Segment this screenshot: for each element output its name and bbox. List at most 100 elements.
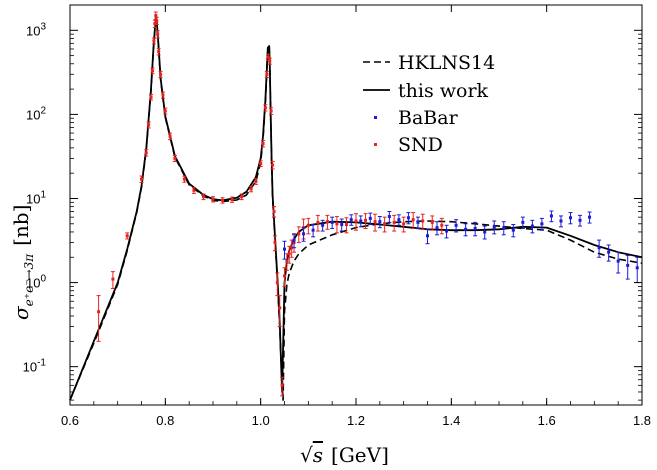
snd-marker — [111, 277, 115, 281]
babar-marker — [406, 216, 410, 220]
babar-point — [473, 221, 478, 237]
snd-point — [373, 213, 378, 232]
babar-marker — [502, 226, 506, 230]
y-tick-label: 10-1 — [23, 358, 47, 375]
snd-marker — [383, 222, 387, 226]
series-line-hklns14 — [69, 17, 643, 401]
snd-point — [239, 193, 244, 201]
babar-marker — [387, 215, 391, 219]
legend-marker-babar — [374, 116, 377, 119]
babar-point — [339, 218, 344, 232]
babar-point — [301, 227, 306, 242]
snd-marker — [325, 220, 329, 224]
babar-marker — [559, 219, 563, 223]
snd-point — [430, 215, 435, 231]
x-tick-label: 1.6 — [538, 413, 556, 428]
y-axis-label: σe⁺e⁻→3π [nb] — [9, 205, 36, 320]
babar-marker — [321, 223, 325, 227]
babar-marker — [607, 250, 611, 254]
snd-point — [334, 216, 339, 234]
babar-point — [330, 216, 335, 229]
babar-marker — [549, 214, 553, 218]
babar-point — [539, 217, 544, 231]
babar-marker — [283, 247, 286, 251]
snd-marker — [240, 195, 244, 199]
snd-marker — [263, 106, 267, 110]
babar-marker — [330, 220, 334, 224]
snd-point — [146, 121, 151, 129]
babar-marker — [445, 229, 449, 233]
babar-marker — [521, 220, 525, 224]
snd-marker — [97, 310, 101, 314]
babar-marker — [626, 263, 630, 267]
snd-marker — [157, 49, 161, 53]
babar-marker — [464, 227, 468, 231]
babar-point — [425, 228, 430, 245]
babar-marker — [368, 216, 372, 220]
snd-marker — [192, 188, 196, 192]
babar-marker — [616, 259, 620, 263]
babar-marker — [302, 232, 306, 236]
babar-point — [349, 214, 354, 226]
snd-point — [411, 212, 416, 229]
x-tick-label: 1.2 — [347, 413, 365, 428]
babar-marker — [492, 225, 496, 229]
snd-point — [155, 30, 160, 39]
x-tick-label: 1.4 — [442, 413, 460, 428]
babar-point — [368, 212, 373, 226]
babar-marker — [359, 219, 363, 223]
snd-marker — [316, 220, 320, 224]
plot-frame — [69, 4, 643, 406]
babar-marker — [635, 266, 639, 270]
babar-point — [616, 251, 621, 274]
data-points-layer — [96, 11, 640, 397]
snd-marker — [272, 210, 276, 214]
legend-marker-snd — [374, 143, 377, 146]
snd-marker — [149, 95, 153, 99]
babar-marker — [340, 223, 344, 227]
babar-point — [320, 219, 325, 232]
babar-marker — [578, 218, 582, 222]
y-axis-unit: [nb] — [9, 205, 33, 246]
babar-marker — [473, 226, 477, 230]
babar-marker — [454, 223, 458, 227]
snd-marker — [125, 234, 129, 238]
snd-point — [158, 70, 163, 78]
snd-point — [315, 214, 320, 232]
snd-point — [96, 295, 101, 342]
snd-point — [253, 177, 258, 185]
y-axis-sigma: σ — [9, 305, 33, 320]
x-axis-variable: s — [313, 443, 323, 467]
y-axis-ticks: 10-1 100 101 102 103 — [23, 4, 642, 401]
snd-marker — [153, 22, 157, 26]
snd-point — [144, 149, 149, 157]
snd-marker — [173, 156, 177, 160]
babar-point — [625, 254, 630, 280]
babar-point — [396, 214, 401, 226]
snd-marker — [440, 223, 444, 227]
babar-marker — [378, 220, 382, 224]
snd-point — [344, 217, 349, 234]
snd-marker — [421, 219, 425, 223]
snd-marker — [168, 134, 172, 138]
snd-point — [282, 267, 287, 287]
snd-marker — [306, 223, 310, 227]
snd-point — [258, 160, 263, 168]
snd-marker — [271, 163, 275, 167]
babar-marker — [540, 222, 544, 226]
snd-point — [160, 91, 165, 99]
snd-point — [156, 47, 161, 56]
x-tick-label: 1.8 — [633, 413, 651, 428]
snd-point — [420, 213, 425, 230]
snd-marker — [373, 220, 377, 224]
x-tick-label: 1.0 — [252, 413, 270, 428]
babar-point — [568, 212, 573, 225]
babar-point — [549, 210, 554, 223]
snd-marker — [269, 109, 273, 113]
babar-marker — [435, 226, 439, 230]
babar-point — [501, 221, 506, 236]
babar-point — [387, 211, 392, 223]
snd-marker — [201, 195, 205, 199]
snd-point — [306, 217, 311, 235]
snd-point — [110, 271, 115, 290]
